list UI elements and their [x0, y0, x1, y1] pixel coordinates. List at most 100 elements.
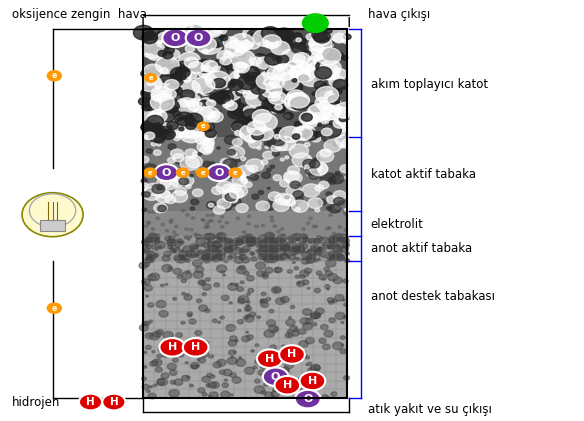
- Text: hava çıkışı: hava çıkışı: [368, 8, 430, 21]
- Circle shape: [270, 245, 281, 252]
- Circle shape: [236, 240, 243, 245]
- Circle shape: [305, 256, 315, 263]
- Circle shape: [165, 236, 171, 241]
- Circle shape: [322, 394, 328, 398]
- Circle shape: [335, 234, 343, 239]
- Circle shape: [141, 70, 151, 77]
- Circle shape: [168, 84, 180, 93]
- Circle shape: [144, 164, 157, 173]
- Circle shape: [329, 318, 336, 323]
- Circle shape: [169, 370, 177, 376]
- Circle shape: [217, 360, 226, 366]
- Circle shape: [171, 240, 179, 245]
- Circle shape: [300, 69, 324, 86]
- Circle shape: [147, 255, 155, 261]
- Circle shape: [260, 357, 269, 362]
- Circle shape: [202, 49, 208, 54]
- Circle shape: [164, 120, 179, 130]
- Circle shape: [343, 376, 349, 380]
- Circle shape: [343, 242, 350, 248]
- Circle shape: [246, 304, 249, 307]
- Circle shape: [161, 223, 165, 226]
- Circle shape: [239, 175, 248, 181]
- Circle shape: [185, 26, 204, 40]
- Circle shape: [335, 294, 344, 301]
- Circle shape: [224, 51, 231, 57]
- Circle shape: [168, 245, 173, 249]
- Circle shape: [255, 131, 259, 133]
- Circle shape: [150, 333, 159, 340]
- Circle shape: [232, 120, 248, 132]
- Circle shape: [339, 234, 348, 241]
- Text: H: H: [308, 376, 317, 386]
- Circle shape: [219, 237, 225, 241]
- Circle shape: [325, 117, 347, 133]
- Circle shape: [240, 281, 244, 284]
- Circle shape: [261, 240, 264, 242]
- Circle shape: [193, 271, 203, 278]
- Circle shape: [293, 396, 297, 398]
- Circle shape: [290, 66, 310, 80]
- Circle shape: [207, 220, 211, 222]
- Circle shape: [152, 359, 162, 366]
- Circle shape: [232, 152, 237, 156]
- Circle shape: [253, 366, 257, 369]
- Circle shape: [246, 223, 250, 225]
- Circle shape: [158, 246, 161, 248]
- Circle shape: [239, 125, 263, 141]
- Circle shape: [144, 136, 150, 139]
- Circle shape: [275, 267, 282, 272]
- Circle shape: [311, 365, 320, 371]
- Circle shape: [318, 254, 322, 256]
- Circle shape: [186, 185, 191, 189]
- Circle shape: [233, 76, 252, 90]
- Circle shape: [175, 247, 179, 250]
- Circle shape: [256, 250, 259, 252]
- Circle shape: [293, 233, 301, 240]
- Circle shape: [200, 145, 213, 155]
- Circle shape: [169, 389, 179, 397]
- Circle shape: [167, 363, 176, 370]
- Circle shape: [293, 53, 310, 65]
- Circle shape: [29, 194, 76, 227]
- Circle shape: [22, 193, 83, 237]
- Circle shape: [237, 45, 248, 53]
- Text: akım toplayıcı katot: akım toplayıcı katot: [371, 78, 488, 91]
- Circle shape: [276, 298, 285, 304]
- Circle shape: [217, 250, 221, 253]
- Circle shape: [155, 77, 176, 92]
- Circle shape: [145, 33, 154, 40]
- Circle shape: [269, 96, 274, 99]
- Text: H: H: [168, 342, 177, 352]
- Circle shape: [335, 249, 342, 254]
- Circle shape: [326, 206, 331, 210]
- Circle shape: [297, 282, 300, 284]
- Text: e: e: [52, 71, 57, 80]
- Circle shape: [297, 243, 304, 248]
- Circle shape: [296, 38, 301, 42]
- Circle shape: [204, 226, 207, 229]
- Circle shape: [301, 244, 304, 245]
- Circle shape: [210, 62, 215, 66]
- Circle shape: [233, 155, 242, 162]
- Circle shape: [240, 109, 248, 115]
- Circle shape: [267, 141, 277, 147]
- Circle shape: [257, 355, 265, 361]
- Circle shape: [280, 228, 284, 230]
- Circle shape: [179, 127, 184, 131]
- Circle shape: [253, 29, 277, 46]
- Circle shape: [147, 221, 150, 224]
- Circle shape: [162, 104, 181, 118]
- Circle shape: [173, 268, 182, 274]
- Circle shape: [321, 106, 341, 120]
- Circle shape: [333, 299, 337, 303]
- Circle shape: [169, 100, 183, 109]
- Circle shape: [315, 208, 320, 212]
- Circle shape: [214, 90, 234, 104]
- Circle shape: [250, 174, 259, 180]
- Circle shape: [256, 77, 263, 83]
- Circle shape: [205, 61, 220, 72]
- Circle shape: [270, 41, 290, 55]
- Circle shape: [164, 90, 176, 99]
- Circle shape: [157, 178, 171, 188]
